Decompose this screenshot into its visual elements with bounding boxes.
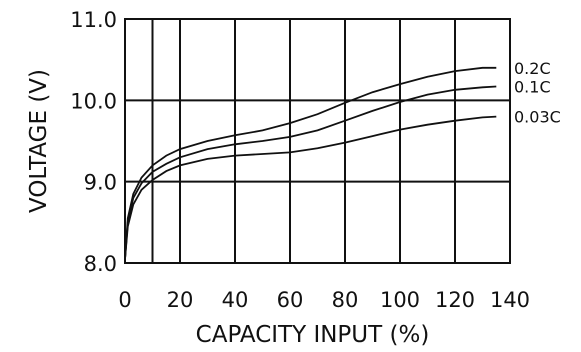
y-tick-label: 11.0 — [70, 8, 117, 32]
x-axis-title: CAPACITY INPUT (%) — [196, 322, 430, 348]
y-tick-labels: 8.0 9.0 10.0 11.0 — [70, 8, 117, 276]
series-line-0-2c — [124, 66, 497, 259]
x-tick-labels: 0 20 40 60 80 100 120 140 — [118, 288, 530, 312]
x-tick-label: 40 — [222, 288, 249, 312]
x-tick-label: 80 — [332, 288, 359, 312]
grid — [124, 18, 511, 264]
x-tick-label: 20 — [167, 288, 194, 312]
series-label: 0.1C — [514, 78, 551, 97]
series-label: 0.03C — [514, 108, 561, 127]
y-tick-label: 10.0 — [70, 89, 117, 113]
plot-frame — [124, 18, 511, 264]
y-tick-label: 8.0 — [84, 252, 117, 276]
x-tick-label: 0 — [118, 288, 131, 312]
series-line-0-03c — [124, 115, 497, 259]
series-lines — [124, 66, 497, 259]
y-axis-title: VOLTAGE (V) — [26, 69, 52, 213]
y-tick-label: 9.0 — [84, 171, 117, 195]
x-tick-label: 60 — [277, 288, 304, 312]
series-label: 0.2C — [514, 59, 551, 78]
series-labels: 0.2C0.1C 0.03C — [514, 59, 561, 127]
x-tick-label: 100 — [380, 288, 420, 312]
x-tick-label: 140 — [490, 288, 530, 312]
x-tick-label: 120 — [435, 288, 475, 312]
series-line-0-1c — [124, 85, 497, 259]
